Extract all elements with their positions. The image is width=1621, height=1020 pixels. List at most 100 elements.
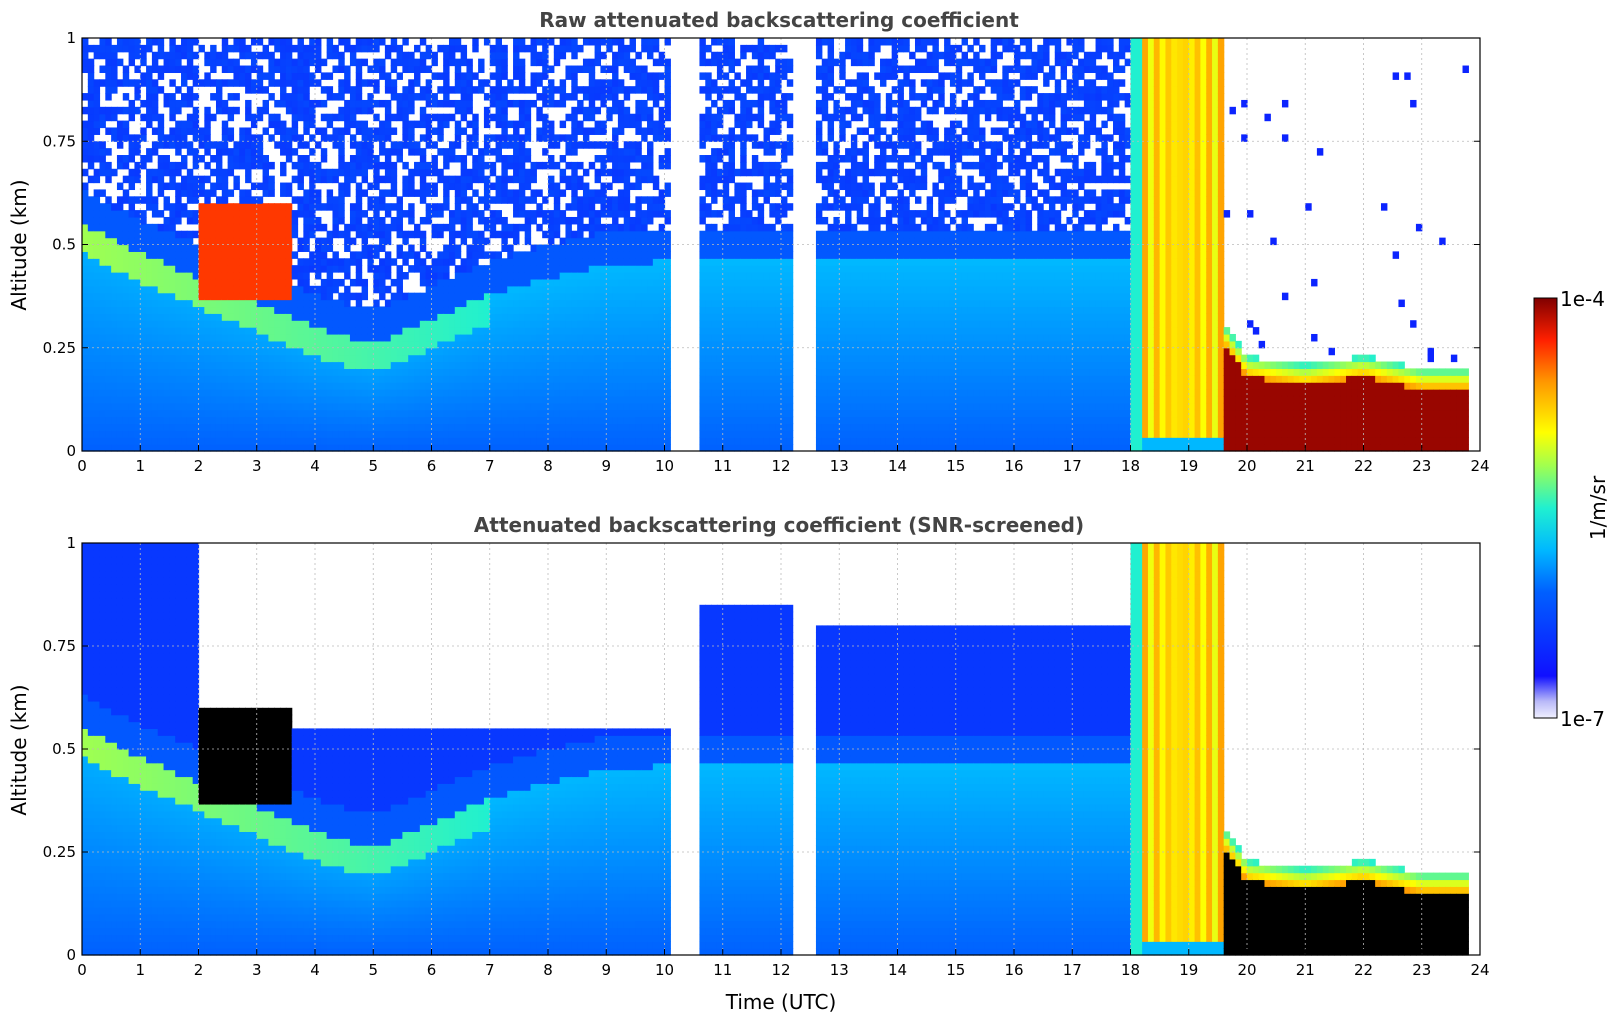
heatmap-cell: [367, 389, 374, 397]
heatmap-cell: [169, 44, 176, 53]
heatmap-cell: [536, 320, 543, 328]
heatmap-cell: [489, 44, 497, 53]
heatmap-cell: [612, 203, 619, 211]
heatmap-cell: [594, 38, 602, 46]
heatmap-cell: [501, 265, 508, 273]
heatmap-cell: [111, 382, 118, 390]
heatmap-cell: [315, 395, 322, 404]
heatmap-cell: [600, 333, 607, 342]
heatmap-cell: [169, 223, 176, 232]
heatmap-cell: [344, 368, 351, 376]
heatmap-cell: [425, 203, 433, 211]
heatmap-cell: [460, 99, 468, 108]
heatmap-cell: [664, 354, 671, 363]
heatmap-cell: [186, 265, 194, 273]
heatmap-cell: [664, 285, 671, 294]
heatmap-cell: [577, 354, 584, 363]
heatmap-cell: [146, 278, 153, 287]
heatmap-cell: [536, 347, 543, 356]
heatmap-cell: [192, 285, 200, 294]
heatmap-cell: [582, 86, 590, 94]
heatmap-cell: [664, 437, 671, 445]
heatmap-cell: [513, 141, 520, 149]
heatmap-cell: [600, 272, 607, 280]
heatmap-cell: [518, 430, 526, 438]
heatmap-cell: [111, 375, 118, 383]
heatmap-cell: [157, 182, 165, 191]
heatmap-cell: [443, 285, 450, 294]
heatmap-cell: [250, 216, 258, 225]
heatmap-cell: [204, 416, 211, 425]
heatmap-cell: [437, 210, 444, 218]
heatmap-cell: [443, 430, 450, 438]
heatmap-cell: [285, 437, 293, 445]
heatmap-cell: [396, 223, 403, 232]
heatmap-cell: [227, 368, 235, 376]
heatmap-cell: [303, 258, 310, 266]
heatmap-cell: [309, 430, 316, 438]
heatmap-cell: [448, 113, 456, 122]
heatmap-cell: [699, 375, 706, 383]
heatmap-cell: [396, 402, 403, 411]
heatmap-cell: [536, 38, 543, 46]
heatmap-cell: [588, 127, 596, 135]
heatmap-cell: [513, 327, 520, 335]
heatmap-cell: [146, 168, 153, 177]
heatmap-cell: [315, 389, 322, 397]
heatmap-cell: [315, 65, 322, 74]
heatmap-cell: [355, 430, 363, 438]
heatmap-cell: [606, 251, 613, 259]
heatmap-cell: [344, 313, 351, 321]
heatmap-cell: [309, 340, 316, 349]
heatmap-cell: [443, 113, 450, 122]
heatmap-cell: [367, 340, 374, 349]
heatmap-cell: [338, 416, 345, 425]
heatmap-cell: [93, 375, 101, 383]
heatmap-cell: [513, 416, 520, 425]
heatmap-cell: [262, 278, 269, 287]
heatmap-cell: [245, 155, 252, 163]
heatmap-cell: [588, 161, 596, 170]
heatmap-cell: [460, 313, 468, 321]
heatmap-cell: [414, 354, 421, 363]
heatmap-cell: [233, 251, 240, 259]
heatmap-cell: [594, 368, 602, 376]
heatmap-cell: [612, 175, 619, 184]
heatmap-cell: [501, 51, 508, 60]
heatmap-cell: [163, 272, 170, 280]
heatmap-cell: [454, 430, 462, 438]
heatmap-cell: [233, 210, 240, 218]
heatmap-cell: [513, 203, 520, 211]
heatmap-cell: [274, 38, 281, 46]
heatmap-cell: [309, 313, 316, 321]
heatmap-cell: [658, 389, 666, 397]
heatmap-cell: [291, 437, 299, 445]
heatmap-cell: [600, 299, 607, 308]
heatmap-cell: [87, 389, 95, 397]
heatmap-cell: [460, 196, 468, 204]
heatmap-cell: [268, 134, 275, 142]
heatmap-cell: [629, 402, 636, 411]
heatmap-cell: [460, 113, 468, 122]
heatmap-cell: [478, 175, 485, 184]
heatmap-cell: [233, 216, 240, 225]
heatmap-cell: [553, 258, 561, 266]
heatmap-cell: [332, 340, 339, 349]
heatmap-cell: [437, 134, 444, 142]
heatmap-cell: [641, 395, 648, 404]
heatmap-cell: [582, 437, 590, 445]
heatmap-cell: [128, 210, 136, 218]
heatmap-cell: [635, 361, 642, 369]
heatmap-cell: [315, 265, 322, 273]
heatmap-cell: [495, 65, 502, 74]
heatmap-cell: [524, 409, 532, 418]
heatmap-cell: [210, 375, 217, 383]
heatmap-cell: [617, 237, 625, 246]
heatmap-cell: [425, 306, 433, 314]
heatmap-cell: [664, 189, 671, 197]
heatmap-cell: [379, 368, 386, 376]
heatmap-cell: [454, 120, 462, 129]
heatmap-cell: [285, 244, 293, 252]
heatmap-cell: [146, 320, 153, 328]
heatmap-cell: [285, 134, 293, 142]
